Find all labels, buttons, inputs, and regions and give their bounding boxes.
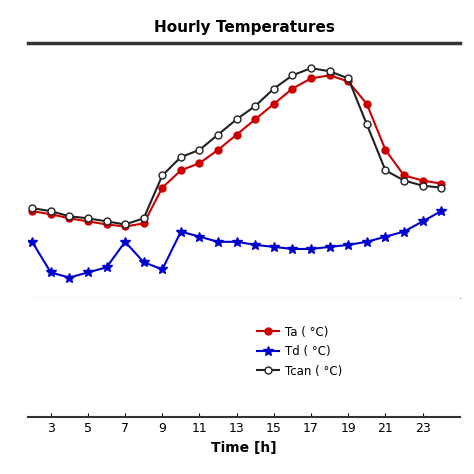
Line: Tcan ( °C): Tcan ( °C) [29,65,445,228]
Td ( °C) [401,229,407,235]
Td ( °C) [29,239,35,245]
Td ( °C) [308,246,314,252]
Tcan ( °C) [308,65,314,71]
Tcan ( °C) [253,103,258,109]
Tcan ( °C) [197,147,202,153]
Td ( °C) [104,264,109,270]
Tcan ( °C) [383,167,388,173]
Td ( °C) [122,239,128,245]
Legend: Ta ( °C), Td ( °C), Tcan ( °C): Ta ( °C), Td ( °C), Tcan ( °C) [253,321,346,383]
Tcan ( °C) [66,213,72,219]
Td ( °C) [327,244,332,250]
Ta ( °C) [122,224,128,229]
Td ( °C) [66,275,72,281]
Ta ( °C) [178,167,184,173]
Td ( °C) [290,246,295,252]
Tcan ( °C) [122,222,128,228]
Tcan ( °C) [420,183,426,189]
X-axis label: Time [h]: Time [h] [211,440,277,455]
Tcan ( °C) [290,73,295,78]
Td ( °C) [253,242,258,248]
Title: Hourly Temperatures: Hourly Temperatures [154,19,335,35]
Ta ( °C) [197,160,202,166]
Td ( °C) [178,229,184,235]
Ta ( °C) [234,132,239,137]
Td ( °C) [438,209,444,214]
Ta ( °C) [327,73,332,78]
Tcan ( °C) [104,219,109,224]
Tcan ( °C) [327,68,332,74]
Ta ( °C) [420,178,426,183]
Td ( °C) [215,239,221,245]
Tcan ( °C) [159,173,165,178]
Td ( °C) [141,259,146,265]
Tcan ( °C) [234,117,239,122]
Line: Td ( °C): Td ( °C) [27,206,446,283]
Td ( °C) [364,239,370,245]
Td ( °C) [159,266,165,272]
Td ( °C) [197,234,202,239]
Ta ( °C) [141,220,146,226]
Ta ( °C) [438,181,444,186]
Ta ( °C) [364,101,370,107]
Tcan ( °C) [401,178,407,183]
Tcan ( °C) [438,185,444,191]
Tcan ( °C) [178,154,184,160]
Ta ( °C) [346,79,351,84]
Tcan ( °C) [346,75,351,81]
Line: Ta ( °C): Ta ( °C) [29,72,445,230]
Td ( °C) [234,239,239,245]
Ta ( °C) [159,185,165,191]
Tcan ( °C) [48,209,54,214]
Tcan ( °C) [215,132,221,137]
Ta ( °C) [290,86,295,91]
Td ( °C) [346,242,351,248]
Tcan ( °C) [85,216,91,221]
Td ( °C) [85,270,91,275]
Td ( °C) [271,244,277,250]
Ta ( °C) [401,173,407,178]
Tcan ( °C) [29,205,35,211]
Tcan ( °C) [141,216,146,221]
Td ( °C) [48,270,54,275]
Ta ( °C) [85,219,91,224]
Ta ( °C) [215,147,221,153]
Ta ( °C) [271,101,277,107]
Ta ( °C) [29,209,35,214]
Ta ( °C) [66,216,72,221]
Tcan ( °C) [271,86,277,91]
Tcan ( °C) [364,121,370,127]
Ta ( °C) [253,117,258,122]
Ta ( °C) [383,147,388,153]
Td ( °C) [420,219,426,224]
Td ( °C) [383,234,388,239]
Ta ( °C) [104,222,109,228]
Ta ( °C) [308,75,314,81]
Ta ( °C) [48,211,54,217]
